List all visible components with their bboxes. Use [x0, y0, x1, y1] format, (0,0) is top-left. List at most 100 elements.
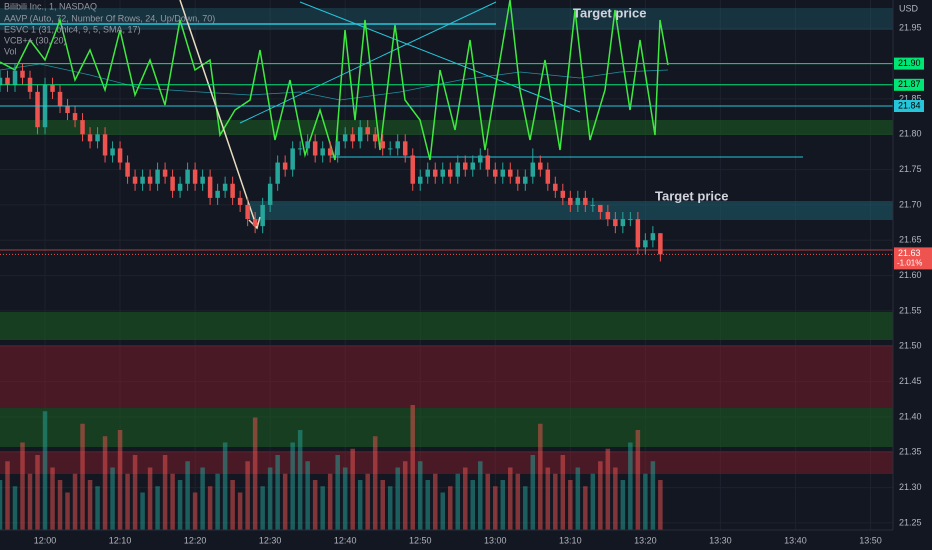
volume-bar	[590, 473, 596, 530]
candle-body	[402, 141, 408, 156]
candle-body	[605, 212, 611, 220]
y-tick-label: 21.40	[899, 411, 922, 421]
legend-item: ESVC 1 (31, ohlc4, 9, 5, SMA, 17)	[4, 24, 141, 34]
trend-line	[239, 1, 497, 124]
candle-body	[650, 233, 656, 241]
volume-bar	[455, 473, 461, 530]
candle-body	[395, 141, 400, 149]
candle-body	[598, 204, 603, 212]
volume-bar	[613, 467, 618, 530]
candle-body	[500, 169, 506, 177]
y-tick-label: 21.35	[899, 447, 922, 457]
volume-bar	[553, 473, 558, 530]
candle-body	[260, 204, 265, 227]
volume-bar	[252, 417, 258, 530]
volume-bar	[478, 461, 483, 530]
volume-bar	[658, 480, 663, 530]
oscillator	[0, 0, 669, 161]
candle-body	[560, 190, 566, 198]
zones	[0, 0, 893, 474]
legend-item: Vol	[4, 46, 17, 56]
candle-body	[222, 183, 228, 191]
candle-body	[155, 169, 160, 184]
candle-body	[177, 183, 183, 191]
candle-body	[553, 183, 558, 191]
volume-bar	[395, 467, 400, 530]
candle-body	[493, 169, 498, 177]
candle-body	[215, 190, 220, 198]
candle-body	[583, 197, 588, 205]
candle-body	[335, 141, 340, 156]
y-tick-label: 21.65	[899, 235, 922, 245]
volume-bar	[215, 473, 220, 530]
candle-body	[530, 162, 536, 177]
zone	[0, 408, 893, 447]
y-tick-label: 21.60	[899, 270, 922, 280]
candle-body	[282, 162, 288, 170]
volume-bar	[275, 455, 280, 530]
candle-body	[12, 70, 18, 85]
candle-body	[132, 176, 138, 184]
candle-body	[267, 183, 273, 205]
candle-body	[87, 134, 93, 142]
level-label-bg	[894, 78, 924, 91]
volume-bar	[628, 442, 633, 530]
candle-body	[440, 169, 445, 177]
volume-bar	[95, 486, 100, 530]
candle-body	[463, 162, 468, 170]
candle-body	[252, 219, 258, 227]
y-tick-label: 21.95	[899, 23, 922, 33]
volume-bar	[222, 442, 228, 530]
volume-bar	[365, 473, 370, 530]
volume-bar	[515, 473, 521, 530]
candle-body	[312, 141, 318, 156]
volume-bar	[530, 455, 536, 530]
volume-bar	[147, 467, 153, 530]
candle-body	[237, 197, 243, 205]
volume-bar	[432, 473, 438, 530]
candle-body	[297, 148, 303, 150]
volume-bar	[620, 480, 626, 530]
volume-bar	[545, 467, 551, 530]
volume-bar	[312, 480, 318, 530]
indicator-line	[0, 63, 669, 101]
x-tick-label: 13:10	[559, 535, 582, 545]
candle-body	[65, 106, 70, 114]
y-tick-label: 21.30	[899, 482, 922, 492]
volume-bar	[583, 486, 588, 530]
volume-bar	[282, 473, 288, 530]
candle-body	[590, 204, 596, 206]
candle-body	[635, 219, 641, 248]
candle-body	[230, 183, 235, 198]
legend-title: Bilibili Inc., 1, NASDAQ	[4, 1, 97, 11]
y-tick-label: 21.85	[899, 93, 922, 103]
volume-bar	[327, 473, 333, 530]
candle-body	[35, 91, 40, 128]
candle-body	[357, 127, 363, 142]
volume-bar	[170, 473, 175, 530]
candle-body	[327, 148, 333, 156]
level-label-bg	[894, 100, 924, 112]
candle-body	[72, 113, 78, 121]
last-price-bg	[894, 247, 932, 270]
volume-bar	[508, 467, 513, 530]
level-label-bg	[894, 57, 924, 70]
volume-bar	[125, 473, 130, 530]
candle-body	[448, 169, 453, 177]
volume-bar	[372, 436, 378, 530]
candle-body	[117, 148, 123, 163]
volume-bar	[207, 486, 213, 530]
volume-bar	[155, 486, 160, 530]
candle-body	[170, 176, 175, 191]
volume-bar	[230, 480, 235, 530]
volume-bar	[650, 461, 656, 530]
candle-body	[410, 155, 415, 184]
x-tick-label: 12:40	[334, 535, 357, 545]
candle-body	[508, 169, 513, 177]
volume-bar	[20, 442, 25, 530]
candle-body	[20, 70, 25, 78]
y-tick-label: 21.45	[899, 376, 922, 386]
candle-body	[523, 176, 528, 184]
x-tick-label: 13:40	[784, 535, 807, 545]
volume-bar	[575, 467, 581, 530]
